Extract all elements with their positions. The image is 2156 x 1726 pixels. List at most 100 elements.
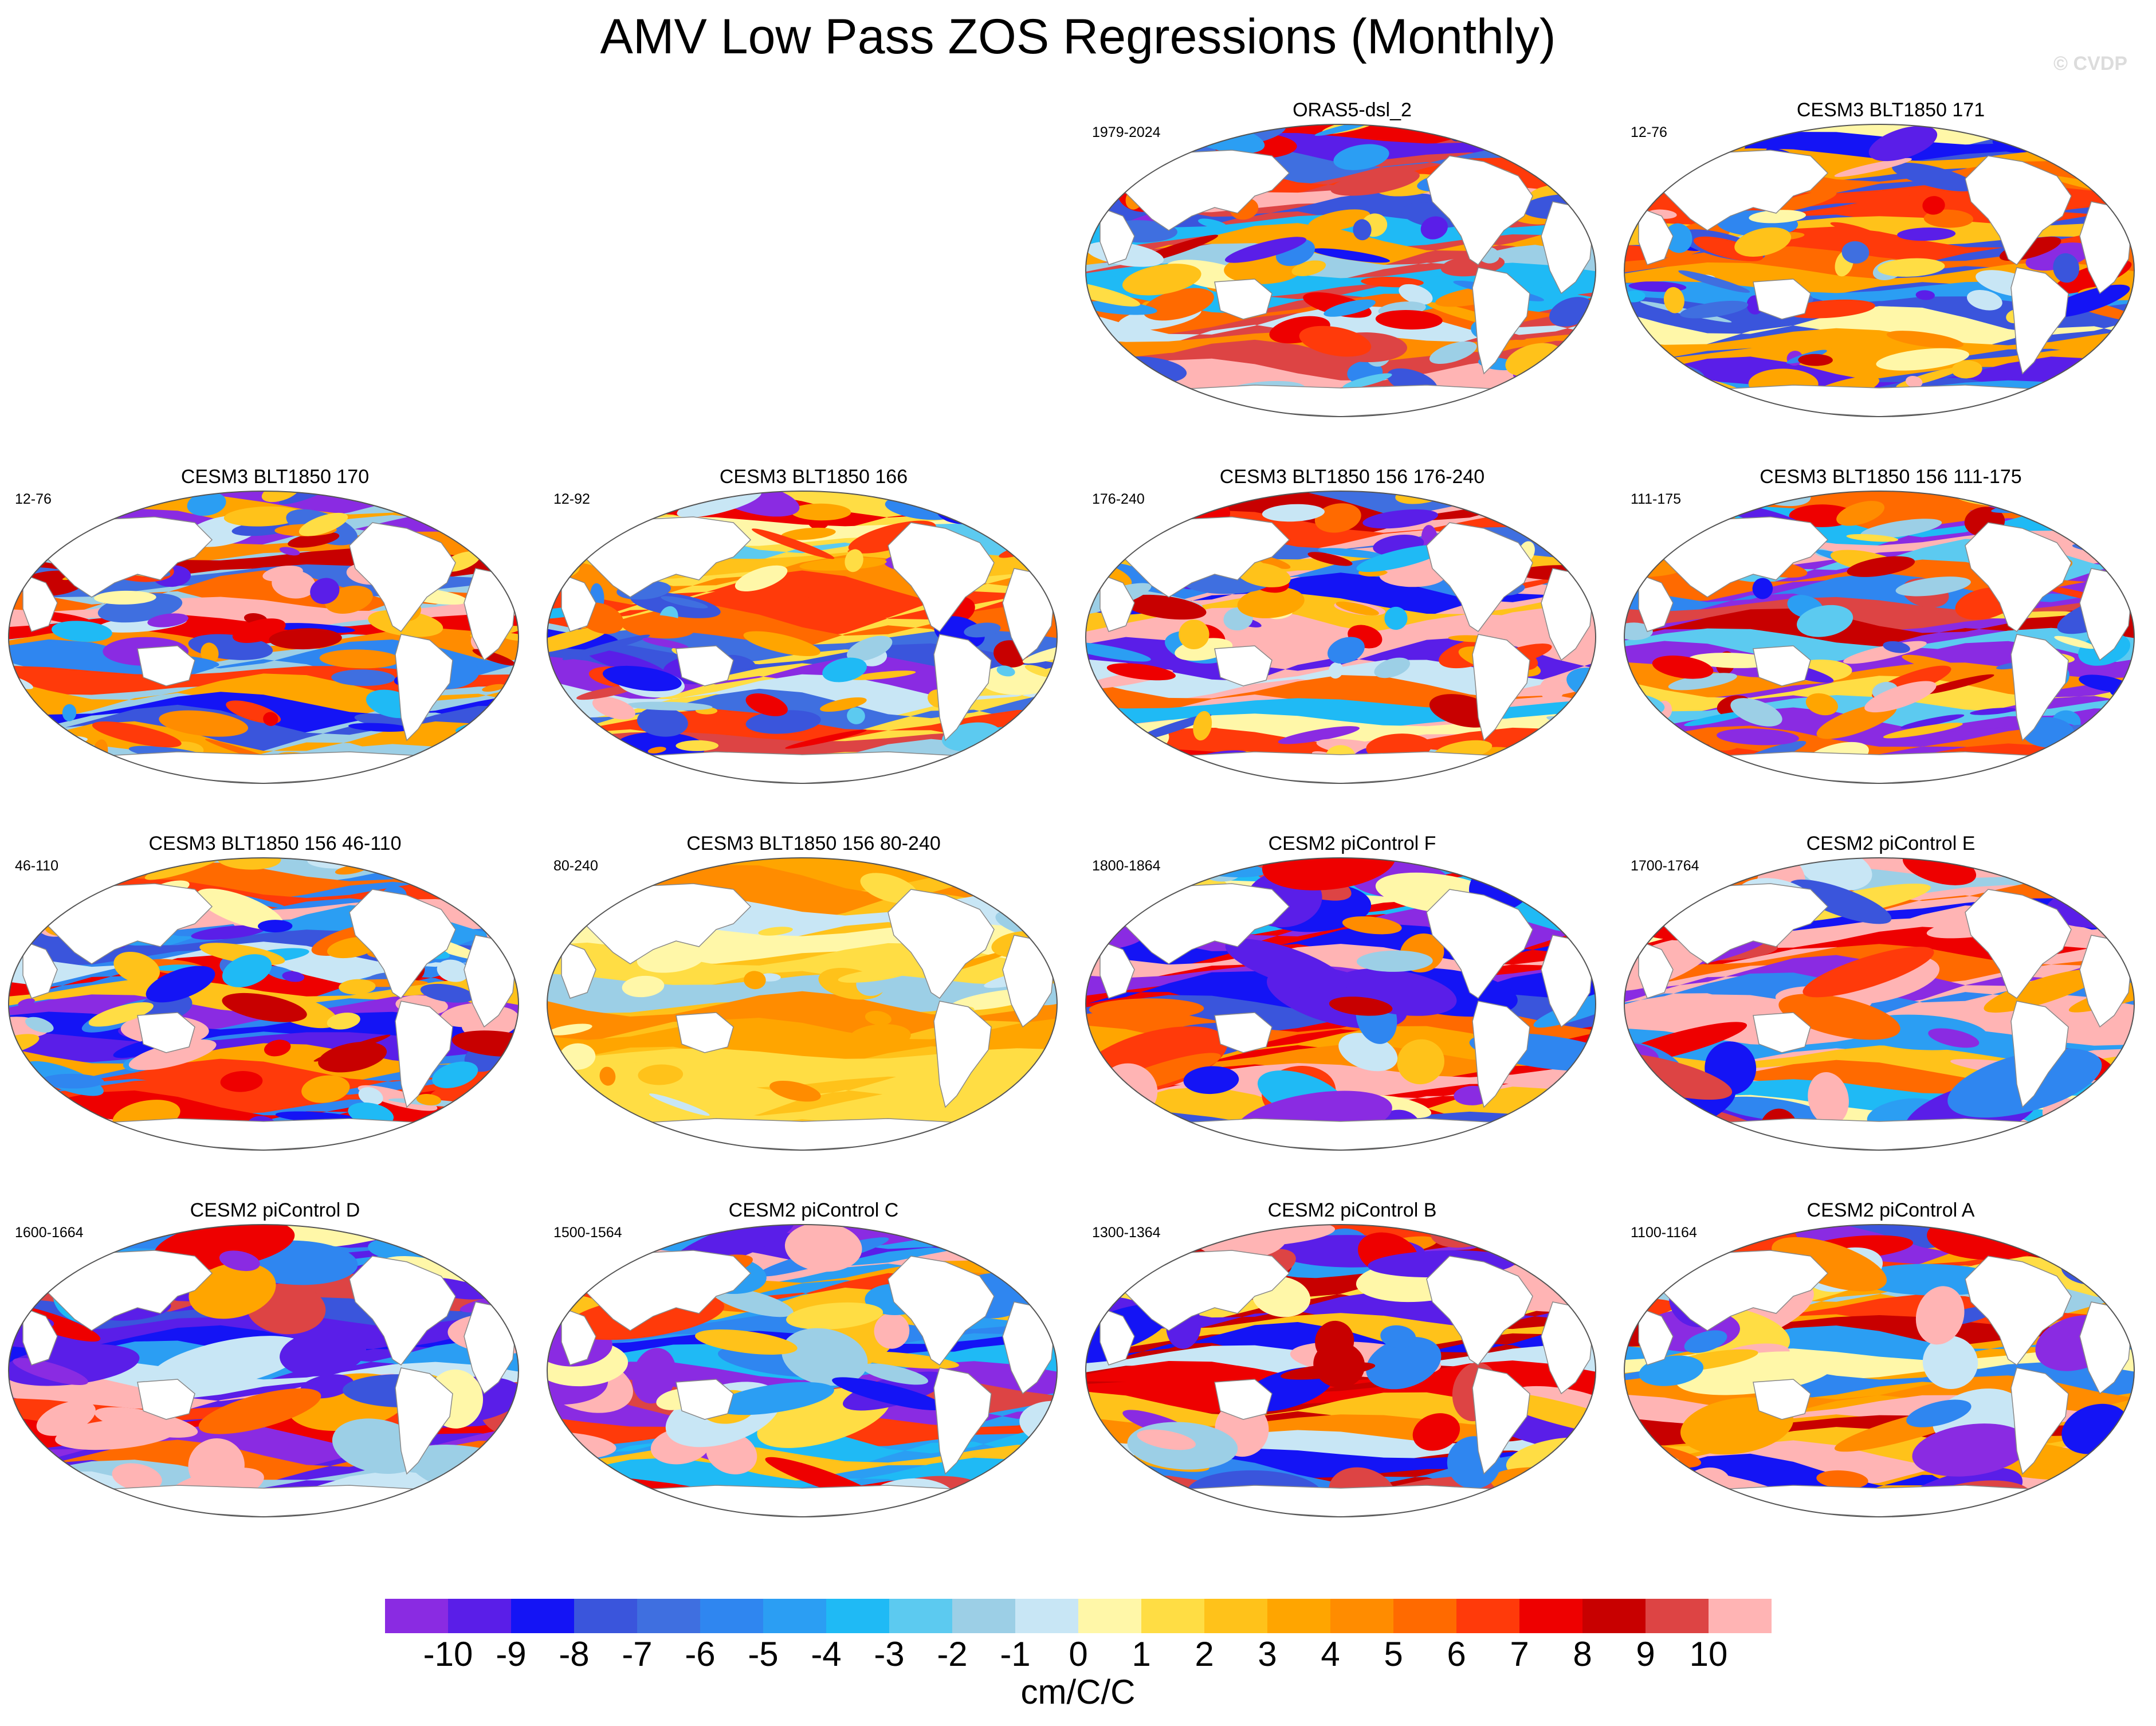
panel-years: 1700-1764	[1631, 858, 1699, 874]
field-blob	[15, 1492, 110, 1517]
field-blob	[1922, 1336, 1978, 1389]
field-blob	[1584, 529, 1596, 559]
panel-title: CESM2 piControl A	[1807, 1199, 1975, 1221]
field-blob	[1883, 723, 1963, 739]
field-blob	[1010, 760, 1057, 779]
colorbar-tick-label: -1	[1000, 1635, 1031, 1673]
field-blob	[1133, 714, 1212, 742]
field-blob	[781, 527, 836, 540]
field-blob	[1307, 209, 1370, 232]
field-blob	[2101, 1096, 2134, 1135]
field-blob	[313, 1034, 391, 1062]
colorbar-swatch	[889, 1599, 953, 1633]
field-blob	[1291, 260, 1326, 276]
field-band	[1086, 593, 1596, 635]
field-blob	[1830, 222, 1875, 236]
field-blob	[1307, 552, 1353, 566]
field-blob	[72, 762, 89, 783]
field-blob	[159, 710, 249, 737]
field-blob	[647, 747, 666, 754]
land-australia	[1214, 1379, 1273, 1420]
field-blob	[2067, 1231, 2134, 1252]
map-plot	[1624, 491, 2135, 784]
land-greenland	[1518, 1238, 1553, 1268]
field-blob	[1362, 509, 1438, 529]
field-blob	[1841, 241, 1870, 264]
field-blob	[40, 1073, 104, 1089]
map-outline	[1624, 1224, 2135, 1517]
panel-title: CESM2 piControl F	[1268, 833, 1436, 854]
field-blob	[1262, 858, 1396, 891]
field-layer	[1086, 491, 1596, 783]
field-layer	[1624, 1225, 2134, 1517]
map-outline	[1624, 491, 2135, 784]
field-blob	[188, 1438, 245, 1493]
field-blob	[637, 943, 705, 973]
field-blob	[409, 1494, 499, 1517]
field-band	[547, 1018, 1057, 1069]
land-antarctica	[1151, 1118, 1530, 1150]
field-blob	[279, 547, 300, 556]
field-blob	[874, 1313, 910, 1349]
field-blob	[1330, 169, 1420, 196]
field-blob	[1951, 360, 1982, 379]
field-band	[9, 1439, 519, 1488]
field-blob	[630, 591, 721, 618]
field-blob	[1684, 711, 1750, 727]
land-africaW	[1099, 940, 1135, 999]
field-blob	[318, 1042, 387, 1073]
field-blob	[2067, 1490, 2129, 1517]
field-blob	[72, 858, 153, 870]
map-plot	[1085, 491, 1596, 784]
field-blob	[1353, 219, 1372, 241]
map-outline	[1624, 124, 2135, 417]
field-blob	[1915, 290, 1935, 300]
field-blob	[1709, 775, 1759, 783]
field-blob	[1106, 663, 1176, 681]
field-blob	[493, 1464, 519, 1500]
field-blob	[299, 512, 348, 536]
field-blob	[752, 528, 835, 559]
field-blob	[1356, 950, 1433, 972]
land-greenland	[1518, 872, 1553, 901]
land-americasN	[349, 1256, 456, 1366]
land-americasN	[1426, 155, 1533, 266]
field-band	[1086, 698, 1596, 729]
field-blob	[1420, 216, 1448, 240]
field-blob	[187, 492, 226, 516]
field-blob	[1816, 1470, 1868, 1489]
field-blob	[146, 966, 215, 1003]
field-band	[1086, 1063, 1596, 1097]
field-blob	[1992, 773, 2030, 783]
map-panel: CESM3 BLT1850 156 46-110 46-110	[6, 832, 544, 1153]
field-band	[1086, 242, 1596, 285]
land-eurasia	[1655, 516, 1829, 598]
field-blob	[1327, 637, 1365, 664]
field-blob	[1015, 525, 1057, 558]
field-blob	[743, 631, 820, 656]
field-blob	[547, 627, 608, 654]
panel-years: 80-240	[553, 858, 598, 874]
field-blob	[1900, 714, 1965, 729]
land-africaW	[1099, 1307, 1135, 1366]
colorbar-tick-label: 4	[1321, 1635, 1340, 1673]
panel-title: CESM3 BLT1850 170	[180, 466, 370, 488]
land-australia	[1214, 1012, 1273, 1053]
field-blob	[1808, 1072, 1849, 1125]
field-blob	[1906, 1399, 1972, 1427]
field-blob	[1342, 373, 1392, 389]
field-blob	[282, 971, 305, 982]
land-americasS	[395, 634, 453, 742]
land-antarctica	[612, 751, 992, 783]
field-blob	[799, 557, 887, 571]
field-blob	[310, 578, 340, 605]
field-blob	[25, 1017, 54, 1033]
field-blob	[1384, 606, 1408, 630]
field-blob	[1262, 504, 1325, 522]
field-blob	[2083, 387, 2116, 400]
land-australia	[1214, 645, 1273, 687]
colorbar-swatch	[1582, 1599, 1646, 1633]
land-australia	[1753, 1379, 1811, 1420]
colorbar-tick-label: 3	[1258, 1635, 1277, 1673]
field-band	[1624, 306, 2134, 355]
